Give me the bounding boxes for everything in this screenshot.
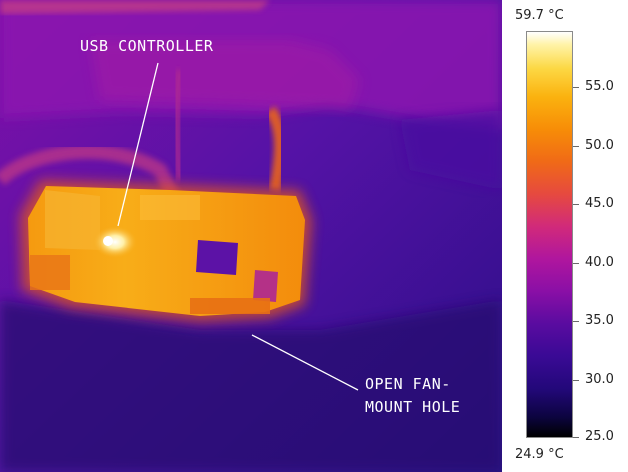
fan-mount-hole-label: OPEN FAN- MOUNT HOLE — [365, 375, 461, 416]
board-cutout — [196, 240, 238, 275]
tick-mark — [573, 263, 579, 264]
hotspot-usb-controller — [93, 226, 137, 258]
tick-label: 40.0 — [585, 255, 614, 270]
tick-label: 45.0 — [585, 196, 614, 211]
color-bar — [526, 31, 573, 438]
tick-label: 50.0 — [585, 138, 614, 153]
tick-mark — [573, 321, 579, 322]
scale-min-label: 24.9 °C — [515, 447, 564, 462]
board-edge-block — [30, 255, 70, 290]
usb-controller-label: USB CONTROLLER — [80, 37, 214, 55]
tick-mark — [573, 204, 579, 205]
board-small-cutout — [253, 270, 278, 302]
board-chip-area — [140, 195, 200, 220]
case-right-shadow — [400, 110, 502, 190]
tick-mark — [573, 437, 579, 438]
temperature-scale: 59.7 °C 55.0 50.0 45.0 40.0 35.0 30.0 25… — [502, 0, 628, 472]
tick-label: 25.0 — [585, 429, 614, 444]
tick-mark — [573, 380, 579, 381]
hotspot-core — [103, 236, 113, 246]
board-gpio-header — [190, 298, 270, 314]
tick-label: 35.0 — [585, 313, 614, 328]
board-ports — [45, 190, 100, 250]
tick-mark — [573, 87, 579, 88]
tick-label: 55.0 — [585, 79, 614, 94]
scale-max-label: 59.7 °C — [515, 8, 564, 23]
cable-vertical — [171, 69, 185, 181]
lower-dark-region — [0, 300, 502, 472]
tick-mark — [573, 146, 579, 147]
tick-label: 30.0 — [585, 372, 614, 387]
cable-center — [264, 106, 286, 191]
case-top-edge — [0, 0, 270, 14]
